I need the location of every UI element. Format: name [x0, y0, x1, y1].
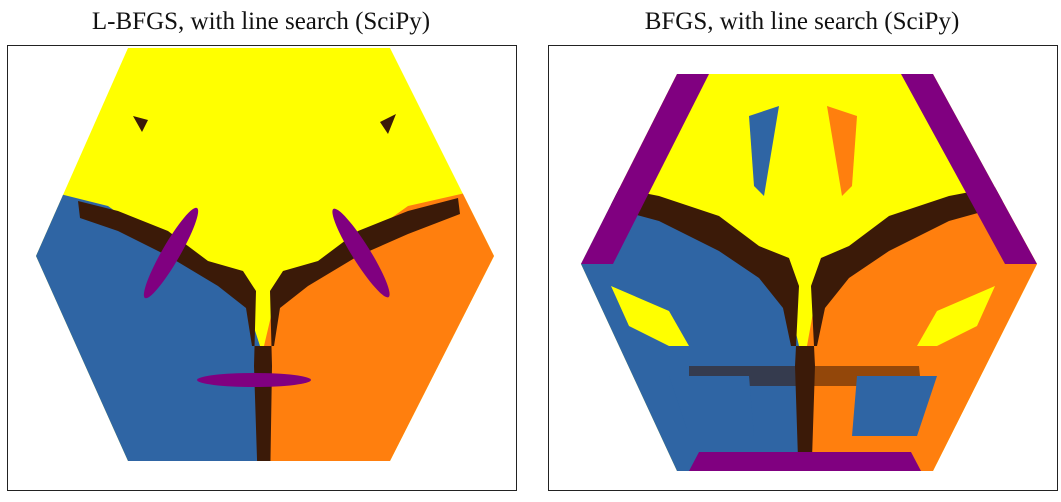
right-dark-boundary: [609, 186, 1003, 471]
right-purple-border-bottom: [689, 452, 921, 471]
right-purple-border-top-left: [581, 74, 709, 264]
left-plot-frame: [7, 45, 517, 491]
left-panel: L-BFGS, with line search (SciPy): [4, 0, 518, 502]
right-panel-title: BFGS, with line search (SciPy): [644, 8, 960, 35]
left-dark-boundary: [78, 198, 460, 461]
left-panel-title: L-BFGS, with line search (SciPy): [91, 8, 431, 35]
right-plot-frame: [548, 45, 1058, 491]
right-yellow-lobe-left: [611, 286, 689, 346]
right-lower-lobe-right: [852, 376, 937, 436]
right-orange-lobe-top-right: [827, 106, 857, 196]
left-purple-ellipse-left: [143, 207, 199, 299]
right-purple-border-top-right: [901, 74, 1037, 264]
right-panel: BFGS, with line search (SciPy): [545, 0, 1059, 502]
right-lower-lobe-left: [669, 376, 754, 436]
right-blue-lobe-top-left: [749, 106, 779, 196]
left-purple-ellipse-right: [332, 208, 390, 298]
right-yellow-lobe-right: [917, 286, 995, 346]
right-basin-image: [581, 74, 1037, 471]
left-purple-ellipse-bottom: [197, 373, 311, 387]
left-basin-image: [36, 48, 494, 461]
